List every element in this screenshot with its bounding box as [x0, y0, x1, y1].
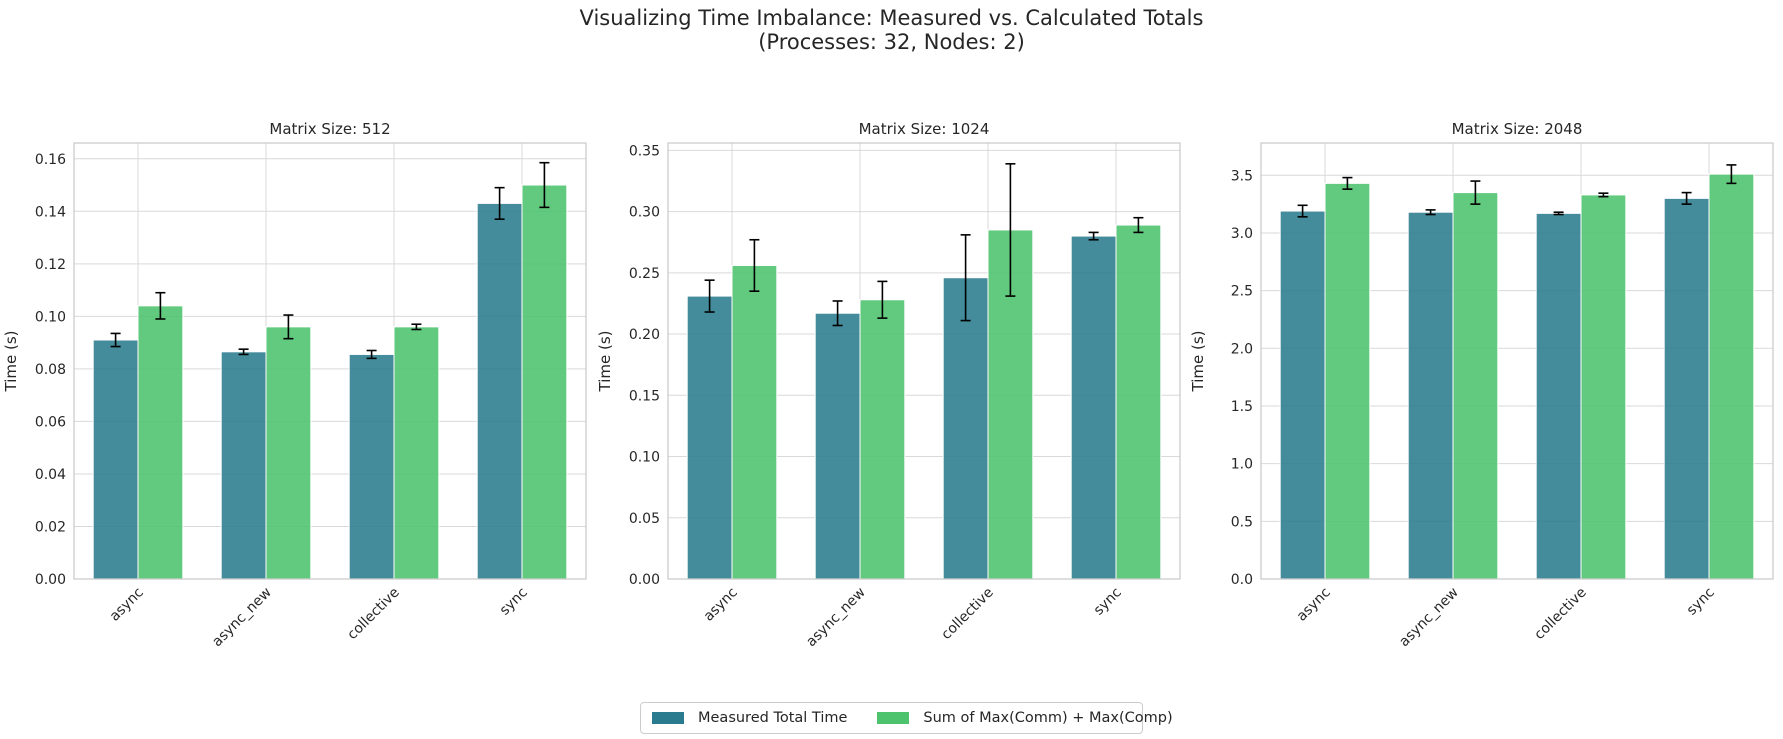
panel-title: Matrix Size: 512 [269, 120, 390, 138]
bar [1407, 211, 1454, 580]
chart-title-line1: Visualizing Time Imbalance: Measured vs.… [579, 6, 1204, 30]
bar [942, 277, 989, 580]
bar [393, 326, 440, 580]
y-tick-label: 0.14 [35, 204, 66, 220]
y-axis-label: Time (s) [2, 331, 20, 393]
legend-item-measured: Measured Total Time [652, 710, 847, 726]
bar [137, 305, 184, 580]
chart-panel-3: 0.0 0.5 1.0 1.5 2.0 2.5 3.0 3.5 async async_new co… [1189, 120, 1774, 651]
y-tick-label: 0.20 [629, 327, 660, 343]
x-tick-label: collective [938, 585, 996, 643]
bar [476, 202, 523, 580]
bar [814, 312, 861, 580]
bar [220, 351, 267, 580]
bar [1580, 194, 1627, 580]
y-tick-label: 2.0 [1231, 341, 1253, 357]
x-tick-label: sync [1091, 585, 1125, 619]
y-tick-label: 0.12 [35, 257, 66, 273]
y-tick-label: 1.0 [1231, 457, 1253, 473]
chart-title: Visualizing Time Imbalance: Measured vs.… [0, 6, 1783, 54]
y-tick-label: 0.25 [629, 266, 660, 282]
y-tick-label: 0.5 [1231, 514, 1253, 530]
legend-label-sum: Sum of Max(Comm) + Max(Comp) [923, 710, 1173, 726]
bar [859, 299, 906, 580]
x-tick-label: async [701, 585, 741, 625]
y-tick-label: 0.00 [629, 572, 660, 588]
bar [1663, 197, 1710, 580]
x-tick-label: async_new [1396, 585, 1462, 651]
x-tick-label: sync [497, 585, 531, 619]
y-tick-label: 0.06 [35, 414, 66, 430]
y-tick-label: 0.00 [35, 572, 66, 588]
axes-frame [1260, 142, 1774, 580]
x-tick-label: async_new [209, 585, 275, 651]
y-tick-label: 0.05 [629, 511, 660, 527]
panel-title: Matrix Size: 2048 [1452, 120, 1583, 138]
bar [265, 326, 312, 580]
y-tick-label: 1.5 [1231, 399, 1253, 415]
y-tick-label: 0.35 [629, 143, 660, 159]
bar [348, 353, 395, 580]
chart-title-line2: (Processes: 32, Nodes: 2) [758, 30, 1025, 54]
bar [92, 339, 139, 580]
panel-title: Matrix Size: 1024 [859, 120, 990, 138]
bar [1115, 224, 1162, 580]
x-tick-label: async [1294, 585, 1334, 625]
charts-canvas: 0.00 0.02 0.04 0.06 0.08 0.10 0.12 0.14 0.16 asyn… [2, 120, 1774, 651]
bar [731, 264, 778, 580]
x-tick-label: async [107, 585, 147, 625]
x-tick-label: collective [1531, 585, 1589, 643]
legend-item-sum: Sum of Max(Comm) + Max(Comp) [877, 710, 1173, 726]
y-tick-label: 2.5 [1231, 284, 1253, 300]
y-tick-label: 0.0 [1231, 572, 1253, 588]
y-tick-label: 0.15 [629, 388, 660, 404]
bar [686, 295, 733, 580]
axes-frame [73, 142, 587, 580]
x-tick-label: async_new [803, 585, 869, 651]
legend-swatch-sum [877, 712, 910, 724]
bar [1535, 212, 1582, 580]
bar [1324, 182, 1371, 580]
y-tick-label: 3.5 [1231, 168, 1253, 184]
y-axis-label: Time (s) [596, 331, 614, 393]
y-tick-label: 0.10 [35, 309, 66, 325]
bar [1452, 192, 1499, 580]
x-tick-label: sync [1684, 585, 1718, 619]
y-tick-label: 0.02 [35, 519, 66, 535]
y-tick-label: 0.04 [35, 467, 66, 483]
y-tick-label: 0.30 [629, 205, 660, 221]
chart-panel-1: 0.00 0.02 0.04 0.06 0.08 0.10 0.12 0.14 0.16 asyn… [2, 120, 587, 651]
bar [1279, 210, 1326, 580]
legend-swatch-measured [652, 712, 684, 724]
chart-panel-2: 0.00 0.05 0.10 0.15 0.20 0.25 0.30 0.35 async asy… [596, 120, 1181, 651]
y-tick-label: 3.0 [1231, 226, 1253, 242]
y-tick-label: 0.16 [35, 152, 66, 168]
bar [1070, 235, 1117, 580]
axes-frame [667, 142, 1181, 580]
y-axis-label: Time (s) [1189, 331, 1207, 393]
bar [521, 184, 568, 580]
legend-label-measured: Measured Total Time [698, 710, 848, 726]
y-tick-label: 0.08 [35, 362, 66, 378]
x-tick-label: collective [344, 585, 402, 643]
y-tick-label: 0.10 [629, 450, 660, 466]
bar [1708, 173, 1755, 580]
legend: Measured Total Time Sum of Max(Comm) + M… [640, 702, 1173, 734]
